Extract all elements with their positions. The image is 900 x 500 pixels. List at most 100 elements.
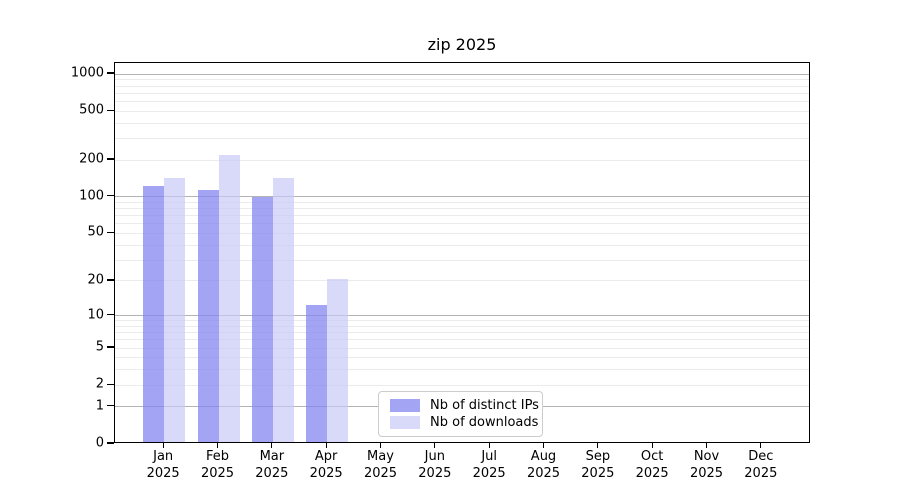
minor-gridline	[115, 79, 809, 81]
bar-downloads-mar	[272, 178, 294, 442]
bar-distinct-ips-jan	[143, 186, 165, 442]
y-tick	[107, 279, 114, 281]
x-tick	[760, 443, 762, 448]
x-tick	[488, 443, 490, 448]
bar-distinct-ips-feb	[197, 189, 219, 442]
y-tick-label-1: 1	[95, 398, 104, 414]
y-tick	[107, 314, 114, 316]
bar-distinct-ips-apr	[306, 304, 328, 442]
minor-gridline	[115, 100, 809, 102]
minor-gridline	[115, 332, 809, 334]
x-tick-label-nov: Nov 2025	[672, 448, 742, 482]
minor-gridline	[115, 159, 809, 161]
x-tick-month: Nov	[693, 449, 720, 464]
y-tick	[107, 346, 114, 348]
x-tick-year: 2025	[526, 466, 561, 481]
minor-gridline	[115, 357, 809, 359]
minor-gridline	[115, 137, 809, 139]
x-tick-month: May	[367, 449, 394, 464]
x-tick	[597, 443, 599, 448]
x-tick-label-may: May 2025	[346, 448, 416, 482]
x-tick-year: 2025	[635, 466, 669, 481]
x-tick	[705, 443, 708, 448]
y-tick-label-100: 100	[79, 188, 104, 204]
minor-gridline	[115, 347, 809, 349]
x-tick-month: Jan	[153, 449, 174, 464]
bar-distinct-ips-mar	[251, 196, 273, 442]
x-tick-year: 2025	[146, 466, 180, 481]
legend: Nb of distinct IPs Nb of downloads	[378, 391, 543, 437]
x-tick-year: 2025	[309, 466, 343, 481]
x-tick-month: Feb	[205, 449, 230, 464]
y-tick-label-50: 50	[87, 224, 104, 240]
bar-downloads-apr	[327, 279, 349, 442]
x-tick	[162, 443, 164, 448]
minor-gridline	[115, 259, 809, 261]
plot-area	[114, 62, 810, 443]
minor-gridline	[115, 201, 809, 203]
minor-gridline	[115, 384, 809, 386]
x-tick-month: Jul	[481, 449, 497, 464]
x-tick-label-mar: Mar 2025	[237, 448, 307, 482]
y-tick-label-10: 10	[87, 307, 104, 323]
month-group-feb	[197, 154, 240, 442]
x-tick-label-apr: Apr 2025	[291, 448, 361, 482]
y-tick-label-200: 200	[79, 151, 104, 167]
x-tick-year: 2025	[581, 466, 615, 481]
y-tick	[107, 195, 114, 197]
y-tick	[107, 231, 114, 234]
y-tick-label-2: 2	[95, 376, 104, 392]
major-gridline	[115, 315, 809, 317]
x-tick-month: Oct	[640, 449, 664, 464]
minor-gridline	[115, 223, 809, 225]
x-tick-month: Sep	[585, 449, 611, 464]
x-tick	[271, 443, 273, 448]
bar-downloads-jan	[164, 178, 186, 442]
legend-swatch-downloads	[390, 416, 420, 429]
x-tick-year: 2025	[744, 466, 778, 481]
minor-gridline	[115, 85, 809, 87]
minor-gridline	[115, 325, 809, 327]
x-tick-year: 2025	[472, 466, 506, 481]
y-tick	[107, 383, 114, 385]
legend-label-distinct-ips: Nb of distinct IPs	[430, 398, 539, 413]
x-tick-month: Jun	[424, 449, 445, 464]
y-tick	[107, 405, 114, 407]
x-tick-label-sep: Sep 2025	[563, 448, 633, 482]
month-group-jan	[143, 178, 186, 442]
x-tick-month: Apr	[314, 449, 338, 464]
x-tick	[651, 443, 653, 448]
month-group-mar	[251, 178, 294, 442]
x-tick-year: 2025	[200, 466, 235, 481]
y-tick-label-1000: 1000	[70, 65, 104, 81]
x-tick-label-jan: Jan 2025	[128, 448, 198, 482]
major-gridline	[115, 196, 809, 198]
x-tick	[434, 443, 436, 448]
x-tick-label-feb: Feb 2025	[183, 448, 253, 482]
x-tick-month: Aug	[530, 449, 557, 464]
x-tick-label-jun: Jun 2025	[400, 448, 470, 482]
x-tick	[379, 443, 382, 448]
chart-title: zip 2025	[427, 35, 497, 54]
y-tick-label-5: 5	[95, 339, 104, 355]
legend-row-distinct-ips: Nb of distinct IPs	[390, 397, 539, 414]
legend-swatch-distinct-ips	[390, 399, 420, 412]
x-tick-label-oct: Oct 2025	[617, 448, 687, 482]
minor-gridline	[115, 369, 809, 371]
minor-gridline	[115, 244, 809, 246]
minor-gridline	[115, 280, 809, 282]
y-tick-label-20: 20	[87, 272, 104, 288]
x-tick	[542, 443, 545, 448]
legend-row-downloads: Nb of downloads	[390, 414, 538, 431]
minor-gridline	[115, 339, 809, 341]
y-tick	[107, 109, 114, 111]
minor-gridline	[115, 208, 809, 210]
month-group-apr	[306, 279, 349, 442]
minor-gridline	[115, 320, 809, 322]
x-tick-year: 2025	[418, 466, 452, 481]
x-tick-month: Dec	[748, 449, 774, 464]
x-tick-label-aug: Aug 2025	[509, 448, 579, 482]
minor-gridline	[115, 110, 809, 112]
x-tick-month: Mar	[259, 449, 285, 464]
